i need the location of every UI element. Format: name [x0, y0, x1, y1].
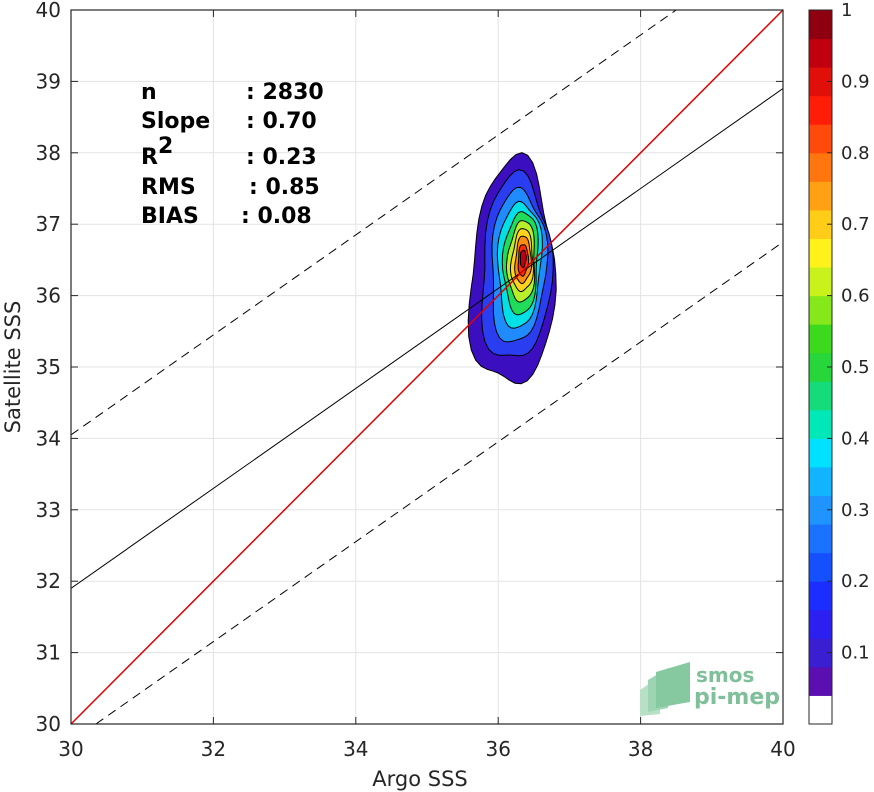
y-tick-label: 37	[36, 212, 61, 236]
y-tick-label: 32	[36, 569, 61, 593]
y-axis-label: Satellite SSS	[1, 301, 25, 434]
colorbar-tick-label: 0.3	[841, 500, 870, 521]
x-tick-label: 32	[201, 737, 226, 761]
colorbar-swatch	[809, 267, 832, 297]
y-axis-ticks: 30 31 32 33 34 35 36 37 38 39 40	[36, 0, 783, 736]
colorbar-tick-label: 0.2	[841, 571, 870, 592]
lower-bound-line	[95, 241, 783, 724]
y-tick-label: 39	[36, 69, 61, 93]
y-tick-label: 30	[36, 712, 61, 736]
colorbar-swatch	[809, 124, 832, 154]
colorbar-tick-label: 0.9	[841, 71, 870, 92]
colorbar-swatch	[809, 695, 832, 725]
colorbar-swatch	[809, 581, 832, 611]
colorbar-swatch	[809, 209, 832, 239]
x-tick-label: 36	[485, 737, 510, 761]
colorbar-swatch	[809, 67, 832, 97]
y-tick-label: 33	[36, 498, 61, 522]
colorbar-swatch	[809, 10, 832, 40]
stat-value-slope: : 0.70	[246, 109, 317, 134]
colorbar-swatch	[809, 666, 832, 696]
density-contour-level	[519, 249, 527, 269]
colorbar-tick-label: 0.6	[841, 286, 870, 307]
logo-text-pimep: pi-mep	[694, 685, 780, 710]
x-axis-ticks: 30 32 34 36 38 40	[58, 10, 796, 761]
colorbar-tick-label: 0.1	[841, 643, 870, 664]
regression-line	[71, 88, 783, 589]
colorbar-swatch	[809, 524, 832, 554]
colorbar-swatch	[809, 609, 832, 639]
y-tick-label: 38	[36, 141, 61, 165]
colorbar-swatch	[809, 38, 832, 68]
logo-mark-icon	[640, 662, 690, 716]
colorbar-swatch	[809, 466, 832, 497]
colorbar-swatch	[809, 238, 832, 268]
colorbar-tick-label: 0.7	[841, 214, 870, 235]
colorbar-tick-label: 0.4	[841, 428, 870, 449]
stat-value-n: : 2830	[246, 80, 324, 105]
stat-label-n: n	[141, 80, 157, 105]
identity-line	[71, 10, 783, 724]
stat-label-r: R	[141, 145, 158, 170]
colorbar-swatch	[809, 152, 832, 182]
x-tick-label: 40	[770, 737, 795, 761]
stat-label-bias: BIAS	[141, 204, 199, 229]
stats-box: n : 2830 Slope : 0.70 R 2 : 0.23 RMS : 0.85 BIAS:…	[141, 80, 324, 229]
smos-pimep-logo: smos pi-mep	[640, 662, 780, 716]
colorbar-swatch	[809, 95, 832, 125]
density-contours	[467, 152, 557, 385]
colorbar-tick-label: 1	[841, 0, 852, 21]
fit-lines	[71, 10, 783, 724]
colorbar-swatch	[809, 324, 832, 354]
colorbar-swatch	[809, 352, 832, 382]
y-tick-label: 31	[36, 641, 61, 665]
y-tick-label: 36	[36, 284, 61, 308]
colorbar-swatch	[809, 438, 832, 468]
stat-value-rms: : 0.85	[249, 175, 320, 200]
x-tick-label: 38	[628, 737, 653, 761]
x-axis-label: Argo SSS	[372, 767, 467, 791]
colorbar-swatch	[809, 295, 832, 325]
logo-text-smos: smos	[696, 663, 754, 687]
x-tick-label: 30	[58, 737, 83, 761]
y-tick-label: 40	[36, 0, 61, 22]
stat-label-slope: Slope	[141, 109, 210, 134]
colorbar-swatch	[809, 381, 832, 411]
upper-bound-line	[71, 10, 677, 436]
colorbar: 0.1 0.2 0.3 0.4 0.5 0.6 0.7 0.8 0.9 1	[808, 0, 870, 725]
colorbar-swatch	[809, 638, 832, 668]
y-tick-label: 35	[36, 355, 61, 379]
stat-value-r: : 0.23	[246, 145, 317, 170]
x-tick-label: 34	[343, 737, 368, 761]
colorbar-swatch	[809, 181, 832, 211]
stat-superscript: 2	[158, 134, 173, 159]
colorbar-swatch	[809, 409, 832, 439]
stat-label-rms: RMS	[141, 175, 196, 200]
colorbar-swatch	[809, 552, 832, 582]
colorbar-swatch	[809, 495, 832, 525]
colorbar-tick-label: 0.8	[841, 143, 870, 164]
y-tick-label: 34	[36, 426, 61, 450]
stat-value-bias: : 0.08	[241, 204, 312, 229]
colorbar-tick-label: 0.5	[841, 357, 870, 378]
